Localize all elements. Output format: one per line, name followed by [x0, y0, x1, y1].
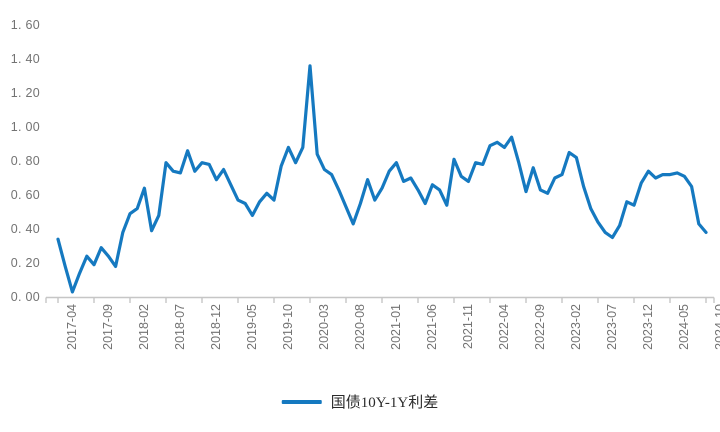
y-tick-label: 1. 60: [10, 17, 40, 32]
x-tick-label: 2024-10: [712, 304, 720, 350]
x-tick-label: 2023-07: [604, 304, 619, 350]
x-tick-label: 2022-04: [496, 304, 511, 350]
legend-item[interactable]: 国债10Y-1Y利差: [281, 391, 439, 412]
x-tick-label: 2020-08: [352, 304, 367, 350]
y-tick-label: 0. 40: [10, 221, 40, 236]
x-tick-label: 2020-03: [316, 304, 331, 350]
y-tick-label: 0. 20: [10, 255, 40, 270]
y-tick-label: 0. 80: [10, 153, 40, 168]
y-tick-label: 0. 00: [10, 289, 40, 304]
y-tick-label: 1. 00: [10, 119, 40, 134]
x-tick-label: 2019-05: [244, 304, 259, 350]
x-tick-label: 2018-07: [172, 304, 187, 350]
legend-label: 国债10Y-1Y利差: [330, 395, 439, 411]
y-tick-label: 1. 20: [10, 85, 40, 100]
y-tick-label: 0. 60: [10, 187, 40, 202]
x-tick-label: 2021-11: [460, 304, 475, 349]
series-line-spread: [56, 64, 708, 294]
x-tick-label: 2021-01: [388, 304, 403, 350]
x-tick-label: 2018-02: [136, 304, 151, 350]
y-tick-label: 1. 40: [10, 51, 40, 66]
x-tick-label: 2024-05: [676, 304, 691, 350]
x-tick-label: 2017-09: [100, 304, 115, 350]
x-tick-label: 2023-12: [640, 304, 655, 350]
x-tick-label: 2019-10: [280, 304, 295, 350]
x-tick-label: 2023-02: [568, 304, 583, 350]
x-tick-label: 2017-04: [64, 304, 79, 350]
x-tick-label: 2018-12: [208, 304, 223, 350]
x-tick-label: 2021-06: [424, 304, 439, 350]
x-tick-label: 2022-09: [532, 304, 547, 350]
legend-line-swatch: [281, 399, 322, 404]
